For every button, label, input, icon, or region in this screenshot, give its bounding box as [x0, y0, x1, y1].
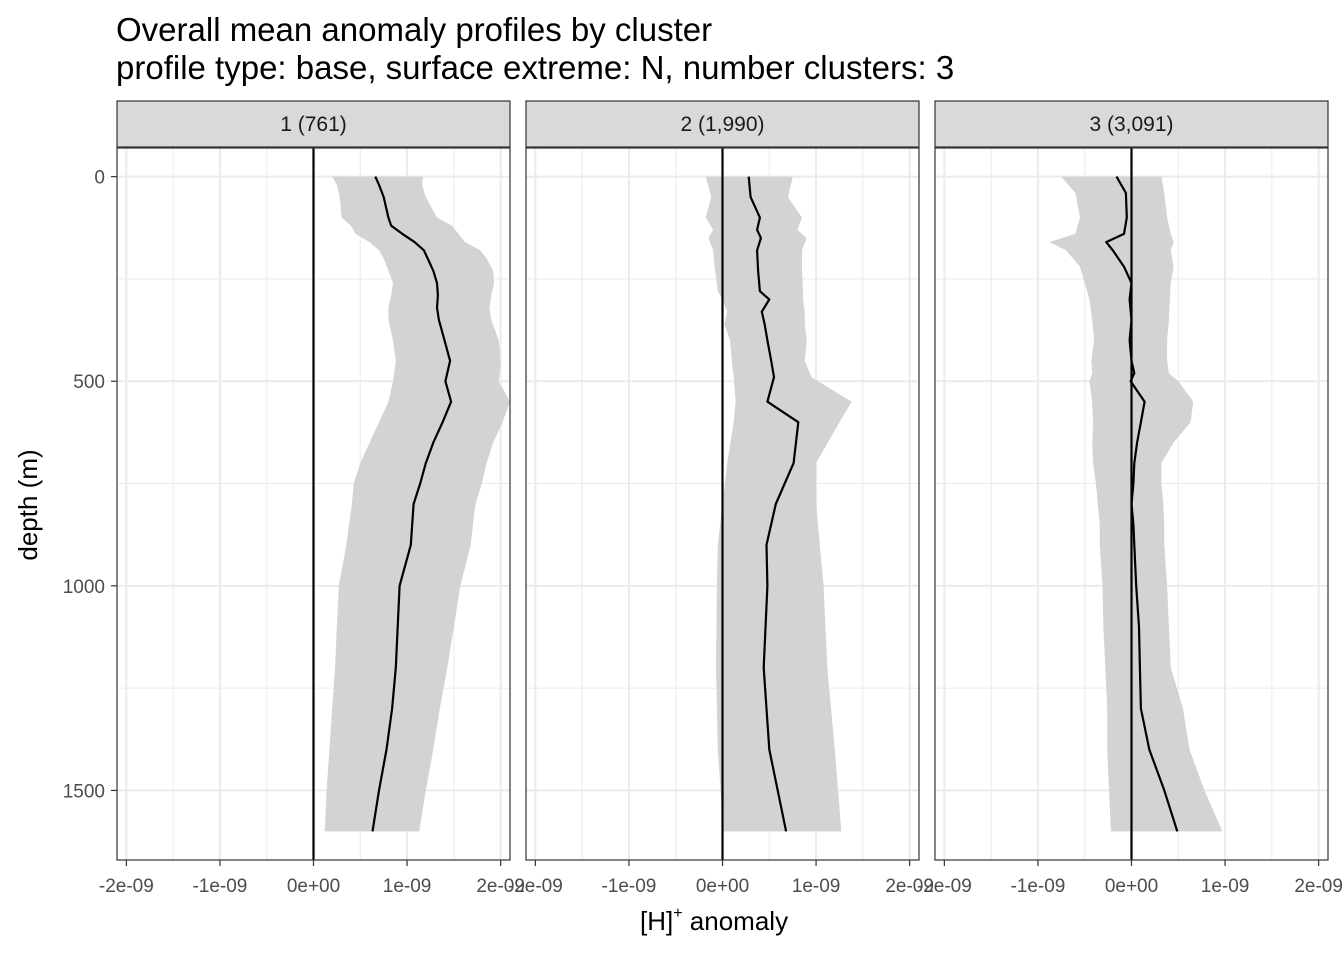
facet-strip: [525, 100, 920, 148]
facet-panel-3: 3 (3,091): [934, 100, 1329, 861]
x-tick-label: 1e-09: [1201, 876, 1250, 897]
x-tick-label: -1e-09: [192, 876, 247, 897]
x-tick-label: 1e-09: [383, 876, 432, 897]
y-tick-label: 1500: [63, 781, 105, 802]
x-tick-label: 0e+00: [696, 876, 749, 897]
x-axes: -2e-09 -1e-09 0e+00 1e-09 2e-09-2e-09 -1e-09 0…: [99, 860, 1343, 897]
facet-strip-label: 2 (1,990): [680, 113, 764, 136]
x-tick-label: 0e+00: [287, 876, 340, 897]
uncertainty-band: [1049, 176, 1223, 832]
x-tick-label: -2e-09: [99, 876, 154, 897]
x-axis-title-rest: anomaly: [683, 906, 789, 936]
facet-strip: [116, 100, 511, 148]
facet-panel-2: 2 (1,990): [525, 100, 920, 861]
y-tick-label: 0: [94, 168, 105, 189]
x-axis-title: [H]+ anomaly: [640, 905, 788, 936]
x-tick-label: -2e-09: [917, 876, 972, 897]
x-axis-title-main: [H]: [640, 906, 673, 936]
y-axis-title: depth (m): [13, 449, 43, 560]
mean-profile-line: [371, 176, 453, 832]
facet-strip-label: 3 (3,091): [1089, 113, 1173, 136]
x-tick-label: 0e+00: [1105, 876, 1158, 897]
x-tick-label: 2e-09: [476, 876, 525, 897]
x-tick-label: 2e-09: [1294, 876, 1343, 897]
mean-profile-line: [747, 176, 800, 832]
x-tick-label: 1e-09: [792, 876, 841, 897]
x-tick-label: -1e-09: [1010, 876, 1065, 897]
y-tick-label: 500: [73, 372, 105, 393]
y-tick-label: 1000: [63, 577, 105, 598]
uncertainty-band: [705, 176, 852, 832]
chart-title: Overall mean anomaly profiles by cluster: [116, 11, 712, 48]
x-tick-label: 2e-09: [885, 876, 934, 897]
chart-subtitle: profile type: base, surface extreme: N, …: [116, 49, 954, 86]
y-axis: 0 500 1000 1500: [63, 168, 117, 802]
uncertainty-band: [324, 176, 510, 832]
x-tick-label: -1e-09: [601, 876, 656, 897]
facet-panels: 1 (761) 2 (1,990) 3 (3,091): [116, 100, 1329, 861]
x-tick-label: -2e-09: [508, 876, 563, 897]
facet-strip-label: 1 (761): [280, 113, 347, 136]
facet-strip: [934, 100, 1329, 148]
facet-panel-1: 1 (761): [116, 100, 511, 861]
mean-profile-line: [1105, 176, 1179, 832]
x-axis-title-superscript: +: [673, 905, 682, 922]
